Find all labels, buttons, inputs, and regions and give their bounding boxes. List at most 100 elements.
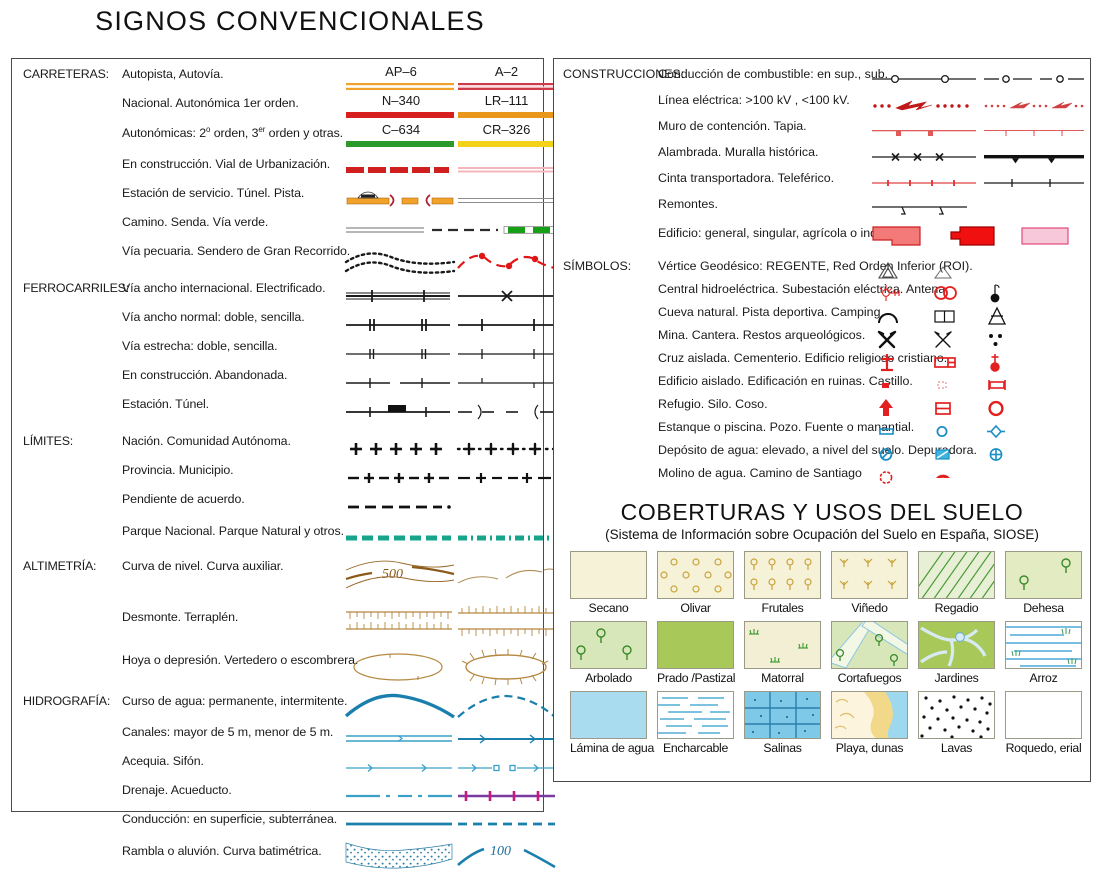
bathymetric-value: 100 — [490, 844, 511, 859]
legend-row: Rambla o aluvión. Curva batimétrica. — [12, 841, 556, 875]
land-cover-item: Prado /Pastizal — [657, 621, 736, 685]
tile-arroz — [1005, 621, 1082, 669]
symbol-cueva-natural — [876, 305, 916, 328]
tile-caption: Arbolado — [585, 671, 632, 685]
legend-page: SIGNOS CONVENCIONALES CARRETERAS: Autopi… — [11, 6, 1091, 869]
legend-row: Edificio: general, singular, agrícola o … — [554, 223, 1090, 253]
land-cover-item: Jardines — [918, 621, 995, 685]
row-description: Parque Nacional. Parque Natural y otros. — [122, 524, 344, 538]
row-description: Cinta transportadora. Teleférico. — [658, 171, 835, 185]
row-description: Desmonte. Terraplén. — [122, 610, 239, 624]
symbol-antena — [986, 282, 1026, 305]
legend-row: Nacional. Autonómica 1er orden. N–340 LR… — [12, 93, 555, 125]
road-code-c634: C–634 — [381, 122, 421, 137]
tile-frutales — [744, 551, 821, 599]
legend-row: Muro de contención. Tapia. — [554, 119, 1090, 145]
tile-caption: Lavas — [940, 741, 973, 755]
row-description: Canales: mayor de 5 m, menor de 5 m. — [122, 725, 334, 739]
land-cover-title: COBERTURAS Y USOS DEL SUELO — [620, 499, 1024, 525]
symbol-teleferico — [984, 171, 1084, 197]
row-description: Camino. Senda. Vía verde. — [122, 215, 269, 229]
legend-row: Línea eléctrica: >100 kV , <100 kV. — [554, 93, 1090, 119]
symbol-edificio-religioso — [986, 351, 1026, 374]
symbol-terraplen — [458, 605, 555, 643]
symbol-ferrocarril-construccion — [346, 368, 454, 397]
symbol-parque-natural — [458, 524, 555, 553]
legend-row: Refugio. Silo. Coso. — [554, 397, 1090, 420]
category-label: CONSTRUCCIONES: — [563, 67, 685, 81]
symbol-edificio-agricola-industrial — [1020, 223, 1090, 253]
row-description: Vía ancho internacional. Electrificado. — [122, 281, 326, 295]
tile-caption: Prado /Pastizal — [657, 671, 736, 685]
row-description: Vía ancho normal: doble, sencilla. — [122, 310, 305, 324]
tile-arbolado — [570, 621, 647, 669]
symbol-curva-batimetrica: 100 — [457, 841, 556, 875]
row-description: En construcción. Vial de Urbanización. — [122, 157, 331, 171]
land-cover-item: Lámina de agua — [570, 691, 654, 755]
row-description: Vía estrecha: doble, sencilla. — [122, 339, 278, 353]
symbol-cinta-transportadora — [872, 171, 976, 197]
symbol-autopista: AP–6 — [346, 64, 454, 96]
symbol-conduccion-subterranea — [458, 812, 555, 841]
tile-caption: Frutales — [761, 601, 804, 615]
right-legend-panel: CONSTRUCCIONES: Conducción de combustibl… — [553, 58, 1091, 782]
symbol-conduccion-combustible-sub — [984, 67, 1084, 93]
symbol-limite-nacion — [346, 434, 454, 463]
land-cover-item: Encharcable — [657, 691, 734, 755]
symbol-linea-electrica-baja — [984, 93, 1084, 119]
tile-lamina-agua — [570, 691, 647, 739]
row-description: Depósito de agua: elevado, a nivel del s… — [658, 443, 977, 457]
land-cover-item: Roquedo, erial — [1005, 691, 1082, 755]
symbol-via-estrecha-sencilla — [458, 339, 555, 368]
symbol-molino-agua — [876, 466, 916, 489]
land-cover-item: Arroz — [1005, 621, 1082, 685]
tile-caption: Jardines — [934, 671, 979, 685]
symbol-edificio-aislado — [876, 374, 916, 397]
land-cover-item: Regadio — [918, 551, 995, 615]
tile-secano — [570, 551, 647, 599]
row-description: Alambrada. Muralla histórica. — [658, 145, 819, 159]
symbol-sifon — [458, 754, 555, 783]
tile-jardines — [918, 621, 995, 669]
legend-row: CARRETERAS: Autopista, Autovía. AP–6 A–2 — [12, 64, 555, 96]
land-cover-item: Arbolado — [570, 621, 647, 685]
land-cover-item: Dehesa — [1005, 551, 1082, 615]
symbol-edificacion-ruinas — [932, 374, 972, 397]
symbol-senda — [432, 215, 498, 244]
row-description: Estanque o piscina. Pozo. Fuente o manan… — [658, 420, 915, 434]
land-cover-item: Viñedo — [831, 551, 908, 615]
row-description: Rambla o aluvión. Curva batimétrica. — [122, 844, 322, 858]
road-code-a2: A–2 — [494, 64, 519, 79]
row-description: Nacional. Autonómica 1er orden. — [122, 96, 299, 110]
tile-salinas — [744, 691, 821, 739]
tile-caption: Regadio — [934, 601, 979, 615]
symbol-pista-deportiva — [932, 305, 972, 328]
land-cover-grid: Secano Olivar — [570, 551, 1082, 761]
legend-row: Estanque o piscina. Pozo. Fuente o manan… — [554, 420, 1090, 443]
legend-row: Drenaje. Acueducto. — [12, 783, 555, 812]
row-description: Conducción: en superficie, subterránea. — [122, 812, 338, 826]
row-description: Línea eléctrica: >100 kV , <100 kV. — [658, 93, 850, 107]
land-cover-row: Arbolado Prado /Pastizal Matorral — [570, 621, 1082, 685]
symbol-acueducto — [458, 783, 555, 812]
symbol-central-hidroelectrica — [876, 282, 916, 305]
land-cover-item: Olivar — [657, 551, 734, 615]
row-description: Edificio: general, singular, agrícola o … — [658, 226, 914, 240]
legend-row: Desmonte. Terraplén. — [12, 605, 553, 643]
road-code-ap: AP–6 — [385, 64, 417, 79]
symbol-refugio — [876, 397, 916, 420]
legend-row: Parque Nacional. Parque Natural y otros. — [12, 524, 555, 553]
legend-row: Provincia. Municipio. — [12, 463, 551, 492]
legend-row: CONSTRUCCIONES: Conducción de combustibl… — [554, 67, 1090, 93]
symbol-tapia — [984, 119, 1084, 145]
symbol-vertedero — [458, 647, 555, 689]
symbol-autonomica3: CR–326 — [458, 122, 555, 154]
tile-lavas — [918, 691, 995, 739]
row-description: Conducción de combustible: en sup., sub. — [658, 67, 889, 81]
tile-roquedo-erial — [1005, 691, 1082, 739]
land-cover-item: Lavas — [918, 691, 995, 755]
row-description: Muro de contención. Tapia. — [658, 119, 807, 133]
page-title: SIGNOS CONVENCIONALES — [95, 6, 485, 36]
symbol-camino-santiago — [932, 466, 972, 489]
row-description: Pendiente de acuerdo. — [122, 492, 245, 506]
